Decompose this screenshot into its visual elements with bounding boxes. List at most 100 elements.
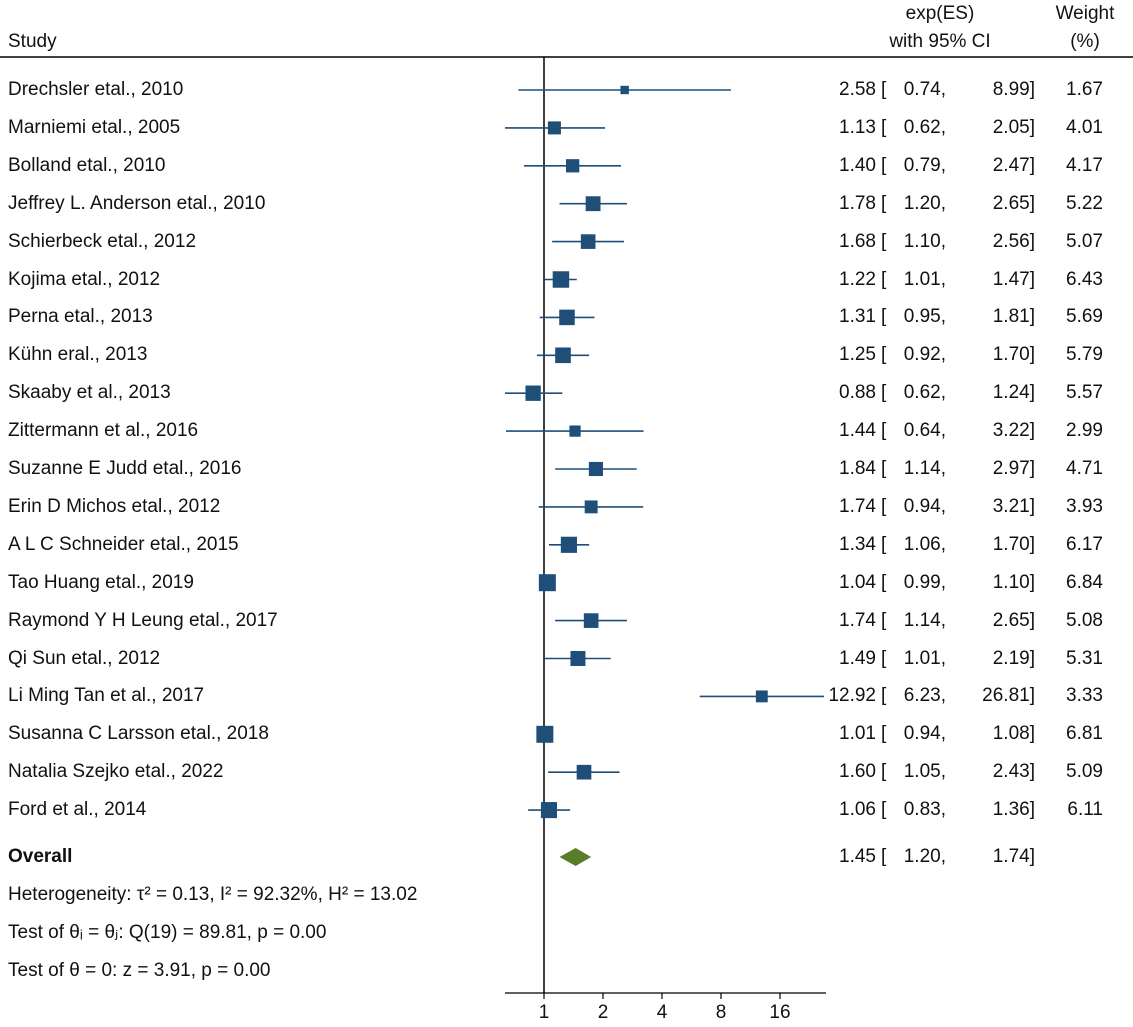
study-marker [566,159,580,173]
study-label: Drechsler etal., 2010 [8,79,184,100]
ci-upper: 1.81] [992,306,1035,328]
ci-lower: 1.05, [903,761,946,783]
ci-open-bracket: [ [881,306,887,328]
ci-open-bracket: [ [881,647,887,669]
study-marker [552,271,570,288]
ci-open-bracket: [ [881,192,887,214]
es-value: 0.88 [839,382,876,404]
weight-value: 6.11 [1067,799,1103,821]
weight-value: 5.69 [1066,306,1103,328]
study-label: Bolland etal., 2010 [8,154,166,176]
ci-open-bracket: [ [881,761,887,783]
ci-upper: 2.19] [992,647,1035,669]
es-value: 12.92 [828,685,876,707]
ci-open-bracket: [ [881,116,887,138]
es-value: 1.68 [839,230,876,252]
ci-upper: 1.47] [992,268,1035,290]
study-label: Skaaby et al., 2013 [8,382,171,404]
study-marker [580,234,596,249]
weight-value: 6.17 [1066,533,1103,555]
ci-open-bracket: [ [881,571,887,593]
ci-lower: 0.62, [903,116,946,138]
x-tick-label: 16 [769,1002,790,1023]
x-tick-label: 2 [598,1002,609,1023]
study-marker [525,385,541,401]
es-value: 1.06 [839,799,876,821]
ci-upper: 2.65] [992,192,1035,214]
study-label: Zittermann et al., 2016 [8,420,199,442]
study-label: Li Ming Tan et al., 2017 [8,685,205,707]
ci-upper: 2.05] [992,116,1035,138]
study-label: Kühn eral., 2013 [8,344,148,366]
ci-lower: 0.99, [903,571,946,593]
study-marker [576,764,592,780]
study-label: Erin D Michos etal., 2012 [8,495,221,517]
ci-lower: 1.01, [903,268,946,290]
study-marker [620,85,629,95]
weight-value: 5.08 [1066,609,1103,631]
overall-ci-upper: 1.74] [992,846,1035,867]
ci-lower: 6.23, [903,685,946,707]
study-marker [559,309,575,326]
overall-label: Overall [8,846,73,867]
ci-lower: 0.62, [903,382,946,404]
ci-open-bracket: [ [881,799,887,821]
overall-ci-open-bracket: [ [881,846,887,867]
study-label: A L C Schneider etal., 2015 [8,533,239,555]
ci-lower: 0.83, [903,799,946,821]
ci-lower: 0.95, [903,306,946,328]
weight-value: 2.99 [1066,420,1103,442]
study-label: Schierbeck etal., 2012 [8,230,197,252]
study-label: Kojima etal., 2012 [8,268,161,290]
ci-open-bracket: [ [881,495,887,517]
x-tick-label: 8 [716,1002,727,1023]
header-weight-line2: (%) [1070,31,1100,52]
weight-value: 4.17 [1066,154,1103,176]
weight-value: 5.07 [1066,230,1103,252]
ci-open-bracket: [ [881,230,887,252]
ci-upper: 1.70] [992,533,1035,555]
footnote-test-theta-i: Test of θᵢ = θⱼ: Q(19) = 89.81, p = 0.00 [8,922,327,943]
study-label: Jeffrey L. Anderson etal., 2010 [8,192,266,214]
study-marker [570,651,586,666]
weight-value: 5.57 [1066,382,1103,404]
ci-open-bracket: [ [881,382,887,404]
weight-value: 4.01 [1066,116,1103,138]
ci-lower: 1.06, [903,533,946,555]
ci-upper: 1.24] [992,382,1035,404]
ci-open-bracket: [ [881,458,887,479]
ci-open-bracket: [ [881,609,887,631]
es-value: 1.04 [839,571,876,593]
ci-open-bracket: [ [881,344,887,366]
study-label: Raymond Y H Leung etal., 2017 [8,609,278,631]
weight-value: 5.22 [1066,192,1103,214]
es-value: 1.44 [839,420,876,442]
ci-open-bracket: [ [881,533,887,555]
ci-lower: 1.20, [903,192,946,214]
weight-value: 3.33 [1066,685,1103,707]
ci-upper: 1.70] [992,344,1035,366]
study-marker [755,690,768,703]
footnote-heterogeneity: Heterogeneity: τ² = 0.13, I² = 92.32%, H… [8,884,418,905]
ci-upper: 1.10] [992,571,1035,593]
marks-layer [505,85,824,866]
study-label: Tao Huang etal., 2019 [8,571,194,593]
study-marker [547,121,561,135]
footnote-test-theta-0: Test of θ = 0: z = 3.91, p = 0.00 [8,960,271,981]
ci-upper: 1.08] [992,723,1035,745]
study-marker [560,536,577,553]
study-marker [536,725,554,743]
es-value: 1.74 [839,609,876,631]
ci-lower: 0.64, [903,420,946,442]
weight-value: 5.09 [1066,761,1103,783]
ci-upper: 2.97] [992,458,1035,479]
ci-upper: 26.81] [982,685,1035,707]
es-value: 1.34 [839,533,876,555]
overall-diamond [559,848,592,866]
ci-lower: 0.92, [903,344,946,366]
header-es-line2: with 95% CI [889,31,991,52]
study-label: Ford et al., 2014 [8,799,147,821]
es-value: 1.74 [839,495,876,517]
study-label: Marniemi etal., 2005 [8,116,181,138]
